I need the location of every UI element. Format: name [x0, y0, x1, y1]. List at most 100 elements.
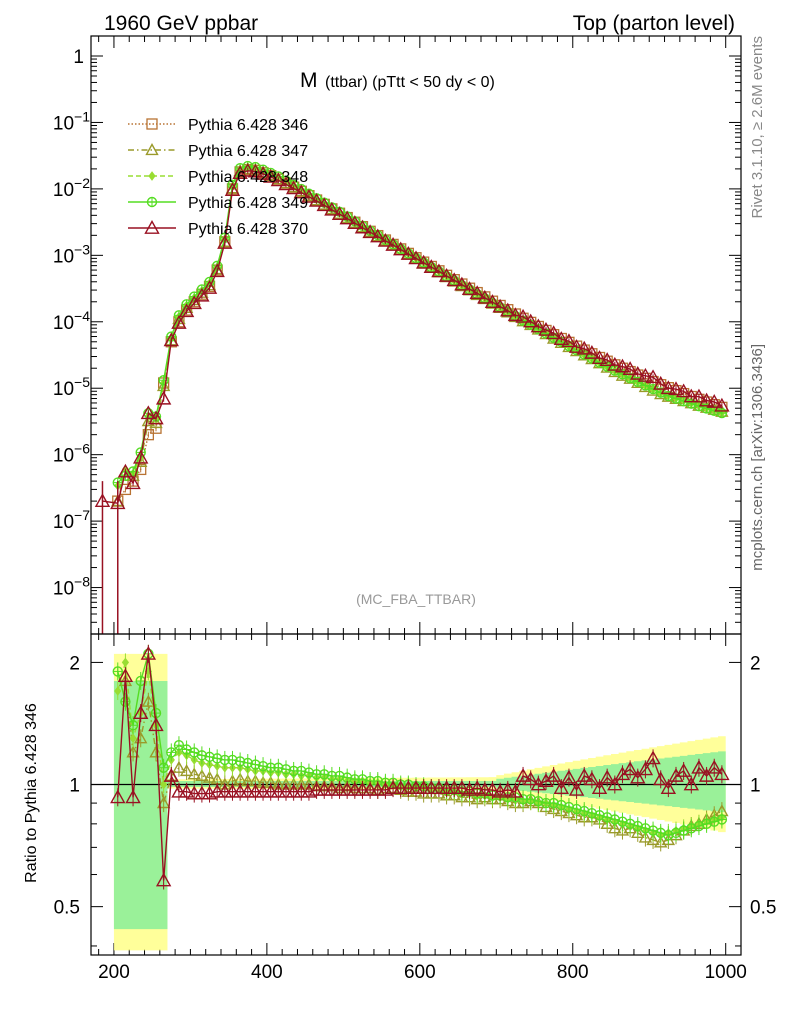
- ratio-point: [515, 767, 531, 782]
- data-point: [217, 235, 233, 249]
- ratio-point: [716, 814, 728, 825]
- data-point: [247, 163, 264, 178]
- data-point: [370, 228, 386, 243]
- data-point: [461, 281, 478, 295]
- ratio-point: [133, 705, 149, 719]
- data-point: [194, 287, 210, 302]
- ratio-point: [714, 766, 730, 781]
- legend-label: Pythia 6.428 346: [188, 117, 308, 134]
- ratio-point: [408, 780, 424, 794]
- y-tick-label: 10−7: [53, 507, 90, 533]
- ratio-point: [110, 789, 126, 804]
- data-point: [668, 381, 684, 396]
- data-point: [171, 315, 187, 329]
- data-point: [178, 303, 195, 318]
- ratio-point: [160, 779, 168, 790]
- data-point: [331, 206, 348, 221]
- data-point: [561, 333, 577, 348]
- side-label-top: Rivet 3.1.10, ≥ 2.6M events: [749, 36, 766, 219]
- ratio-point: [614, 766, 631, 781]
- data-point: [553, 331, 569, 345]
- data-point: [377, 232, 394, 247]
- legend-label: Pythia 6.428 370: [188, 221, 308, 238]
- series-line-3: [117, 165, 723, 484]
- ratio-point: [278, 783, 294, 798]
- ratio-point: [477, 781, 493, 796]
- ratio-point: [129, 733, 137, 744]
- ratio-point: [438, 780, 455, 794]
- ratio-point: [538, 773, 554, 787]
- ratio-point: [293, 783, 309, 798]
- ratio-point: [484, 781, 501, 796]
- data-point: [149, 416, 163, 429]
- ratio-point: [615, 823, 630, 836]
- ratio-point: [224, 783, 241, 798]
- ratio-point: [316, 781, 332, 796]
- ratio-point: [179, 764, 194, 777]
- data-point: [163, 332, 179, 347]
- ratio-axis-label: Ratio to Pythia 6.428 346: [23, 703, 40, 883]
- ratio-point: [591, 780, 608, 794]
- data-point: [347, 215, 363, 230]
- data-point: [576, 340, 592, 355]
- ratio-tick-label-right: 0.5: [750, 898, 776, 919]
- ratio-point: [568, 781, 585, 796]
- ratio-point: [698, 767, 715, 782]
- data-point: [438, 267, 455, 282]
- data-point: [706, 394, 722, 408]
- data-point: [469, 285, 485, 300]
- ratio-point: [112, 666, 123, 677]
- data-point: [308, 192, 325, 207]
- ratio-point: [576, 767, 592, 782]
- y-tick-label: 10−5: [53, 374, 90, 400]
- ratio-point: [187, 767, 201, 780]
- ratio-point: [354, 781, 371, 796]
- ratio-point: [150, 707, 162, 719]
- y-tick-label: 1: [73, 47, 84, 68]
- ratio-point: [362, 781, 378, 796]
- ratio-point: [608, 821, 622, 834]
- data-point: [255, 165, 271, 180]
- ratio-point: [247, 783, 264, 798]
- ratio-point: [584, 771, 600, 786]
- x-tick-label: 800: [557, 962, 589, 983]
- ratio-point: [660, 780, 677, 794]
- data-point: [186, 295, 202, 310]
- ratio-point: [393, 780, 409, 794]
- ratio-point: [331, 781, 348, 796]
- data-point: [140, 405, 157, 420]
- ratio-point: [691, 759, 707, 774]
- ratio-point: [270, 783, 287, 798]
- data-point: [599, 352, 615, 366]
- ratio-point: [209, 783, 225, 798]
- ratio-point: [663, 830, 674, 841]
- ratio-tick-label: 0.5: [54, 898, 80, 919]
- ratio-point: [653, 771, 669, 786]
- x-tick-label: 400: [251, 962, 283, 983]
- ratio-point: [415, 780, 432, 794]
- legend-label: Pythia 6.428 347: [188, 143, 308, 160]
- data-point: [660, 380, 677, 395]
- x-tick-label: 1000: [705, 962, 747, 983]
- ratio-point: [156, 796, 171, 809]
- ratio-point: [324, 781, 340, 796]
- ratio-point: [561, 769, 577, 784]
- data-point: [117, 463, 134, 478]
- main-panel: 1 10−1 10−2 10−3 10−4 10−5 10−6 10−7 10−8: [53, 35, 742, 646]
- data-point: [530, 318, 547, 333]
- ratio-point: [637, 761, 654, 776]
- series-line-2: [117, 166, 723, 487]
- ratio-point: [140, 645, 157, 660]
- data-point: [385, 237, 401, 251]
- ratio-point: [114, 686, 122, 696]
- data-point: [324, 201, 340, 216]
- ratio-point: [121, 657, 130, 668]
- legend-marker: [144, 220, 160, 234]
- ratio-point: [173, 740, 185, 751]
- legend-label: Pythia 6.428 348: [188, 169, 308, 186]
- data-point: [484, 294, 501, 308]
- data-point: [691, 388, 707, 403]
- data-point: [423, 259, 439, 273]
- ratio-point: [553, 780, 569, 794]
- data-point: [293, 184, 309, 199]
